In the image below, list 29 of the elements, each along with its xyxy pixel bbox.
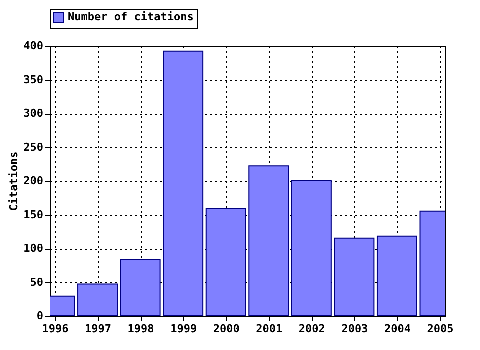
y-tick-label: 300 bbox=[24, 107, 44, 120]
y-tick-label: 0 bbox=[36, 310, 44, 322]
x-tick-label: 1998 bbox=[128, 322, 154, 336]
x-tick-label: 1997 bbox=[85, 322, 112, 336]
y-axis-title: Citations bbox=[8, 152, 21, 212]
y-tick-label: 50 bbox=[30, 276, 44, 289]
x-tick-label: 2004 bbox=[384, 322, 412, 336]
bar bbox=[163, 50, 204, 316]
bar bbox=[376, 236, 418, 316]
bar bbox=[334, 238, 375, 316]
bar bbox=[78, 284, 118, 316]
x-tick-label: 2001 bbox=[256, 322, 284, 336]
x-tick-label: 1996 bbox=[42, 322, 70, 336]
bar bbox=[248, 166, 290, 316]
y-tick-label: 100 bbox=[24, 242, 44, 255]
legend-label: Number of citations bbox=[68, 10, 194, 24]
y-tick-label: 400 bbox=[24, 40, 44, 52]
y-tick-label: 200 bbox=[24, 174, 44, 188]
x-tick-label: 2003 bbox=[342, 322, 368, 336]
x-tick-label: 2005 bbox=[427, 322, 454, 336]
y-tick-label: 250 bbox=[24, 140, 44, 154]
y-tick-label: 150 bbox=[24, 208, 44, 222]
bar bbox=[206, 208, 246, 316]
y-tick-label: 350 bbox=[24, 73, 44, 86]
bar bbox=[291, 180, 332, 316]
bar bbox=[120, 259, 161, 316]
x-tick-label: 2000 bbox=[213, 322, 240, 336]
x-tick-label: 2002 bbox=[298, 322, 326, 336]
x-tick-label: 1999 bbox=[170, 322, 198, 336]
